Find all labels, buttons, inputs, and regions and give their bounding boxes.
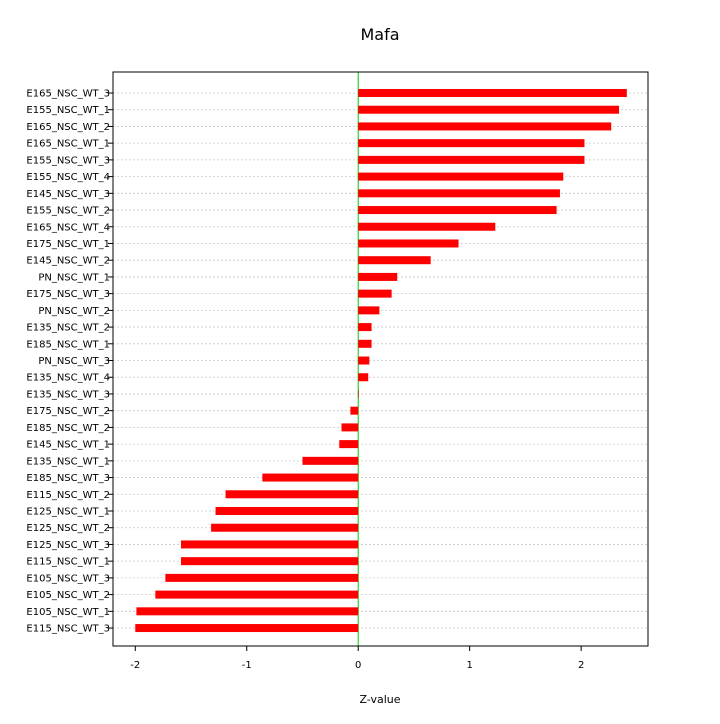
bar-E105_NSC_WT_2	[155, 590, 359, 599]
x-tick-label: 1	[466, 660, 472, 671]
category-labels: E165_NSC_WT_3 E155_NSC_WT_1 E165_NSC_WT_2 E…	[26, 89, 113, 635]
bar-E135_NSC_WT_2	[358, 323, 372, 332]
x-tick-label: 0	[355, 660, 361, 671]
y-tick-label: E145_NSC_WT_1	[26, 440, 110, 451]
x-axis: -2 -1 0 1 2	[130, 646, 584, 671]
y-tick-label: E155_NSC_WT_4	[26, 172, 110, 183]
bar-E125_NSC_WT_2	[211, 523, 359, 532]
y-tick-label: E135_NSC_WT_1	[26, 456, 110, 467]
bar-E135_NSC_WT_1	[302, 456, 359, 465]
y-tick-label: E185_NSC_WT_1	[26, 339, 110, 350]
bar-E115_NSC_WT_2	[225, 490, 359, 499]
y-tick-label: E165_NSC_WT_3	[26, 89, 110, 100]
y-tick-label: E145_NSC_WT_2	[26, 256, 110, 267]
y-tick-label: E115_NSC_WT_3	[26, 624, 110, 635]
grid-lines	[113, 92, 648, 629]
y-tick-label: E175_NSC_WT_1	[26, 239, 110, 250]
bar-E165_NSC_WT_2	[358, 122, 612, 131]
plot-frame	[112, 71, 649, 647]
bar-E135_NSC_WT_3	[358, 389, 359, 398]
y-tick-label: E125_NSC_WT_1	[26, 507, 110, 518]
y-tick-label: E135_NSC_WT_4	[26, 373, 110, 384]
bar-E105_NSC_WT_1	[136, 607, 359, 616]
y-tick-label: E165_NSC_WT_4	[26, 222, 110, 233]
bar-E155_NSC_WT_3	[358, 155, 585, 164]
y-tick-label: E155_NSC_WT_3	[26, 155, 110, 166]
y-tick-label: PN_NSC_WT_2	[38, 306, 110, 317]
bar-E145_NSC_WT_2	[358, 256, 431, 265]
y-tick-label: E155_NSC_WT_1	[26, 105, 110, 116]
y-tick-label: E105_NSC_WT_3	[26, 573, 110, 584]
bar-E115_NSC_WT_3	[135, 624, 359, 633]
bar-E175_NSC_WT_3	[358, 289, 392, 298]
y-tick-label: PN_NSC_WT_1	[38, 272, 110, 283]
bar-E145_NSC_WT_1	[339, 440, 359, 449]
bar-E105_NSC_WT_3	[165, 573, 359, 582]
y-tick-label: E125_NSC_WT_2	[26, 523, 110, 534]
bar-E165_NSC_WT_4	[358, 222, 496, 231]
y-tick-label: E175_NSC_WT_3	[26, 289, 110, 300]
y-tick-label: E105_NSC_WT_1	[26, 607, 110, 618]
bar-E135_NSC_WT_4	[358, 373, 369, 382]
y-tick-label: E125_NSC_WT_3	[26, 540, 110, 551]
chart-title: Mafa	[360, 25, 399, 44]
bar-E175_NSC_WT_2	[350, 406, 359, 415]
y-tick-label: E185_NSC_WT_3	[26, 473, 110, 484]
y-tick-label: E115_NSC_WT_1	[26, 557, 110, 568]
bar-E185_NSC_WT_3	[262, 473, 359, 482]
bar-E115_NSC_WT_1	[180, 557, 359, 566]
y-tick-label: E155_NSC_WT_2	[26, 206, 110, 217]
y-tick-label: E165_NSC_WT_1	[26, 139, 110, 150]
bar-PN_NSC_WT_2	[358, 306, 380, 315]
bar-E185_NSC_WT_1	[358, 339, 372, 348]
bar-PN_NSC_WT_1	[358, 272, 398, 281]
y-tick-label: E175_NSC_WT_2	[26, 406, 110, 417]
y-tick-label: E115_NSC_WT_2	[26, 490, 110, 501]
bar-E165_NSC_WT_1	[358, 139, 585, 148]
y-tick-label: E145_NSC_WT_3	[26, 189, 110, 200]
bar-E155_NSC_WT_1	[358, 105, 620, 114]
y-tick-label: E135_NSC_WT_3	[26, 389, 110, 400]
bar-E145_NSC_WT_3	[358, 189, 560, 198]
y-tick-label: E165_NSC_WT_2	[26, 122, 110, 133]
y-tick-label: E135_NSC_WT_2	[26, 323, 110, 334]
bar-PN_NSC_WT_3	[358, 356, 370, 365]
x-tick-label: -1	[242, 660, 252, 671]
bar-E125_NSC_WT_3	[180, 540, 359, 549]
bar-E155_NSC_WT_2	[358, 206, 557, 215]
y-tick-label: E105_NSC_WT_2	[26, 590, 110, 601]
bar-E175_NSC_WT_1	[358, 239, 459, 248]
bar-E125_NSC_WT_1	[215, 507, 359, 515]
x-tick-label: 2	[578, 660, 584, 671]
x-tick-label: -2	[130, 660, 140, 671]
bar-E155_NSC_WT_4	[358, 172, 564, 181]
bars	[135, 89, 627, 633]
bar-E185_NSC_WT_2	[341, 423, 359, 432]
bar-E165_NSC_WT_3	[358, 89, 627, 97]
y-tick-label: PN_NSC_WT_3	[38, 356, 110, 367]
y-tick-label: E185_NSC_WT_2	[26, 423, 110, 434]
x-axis-title: Z-value	[359, 693, 400, 706]
